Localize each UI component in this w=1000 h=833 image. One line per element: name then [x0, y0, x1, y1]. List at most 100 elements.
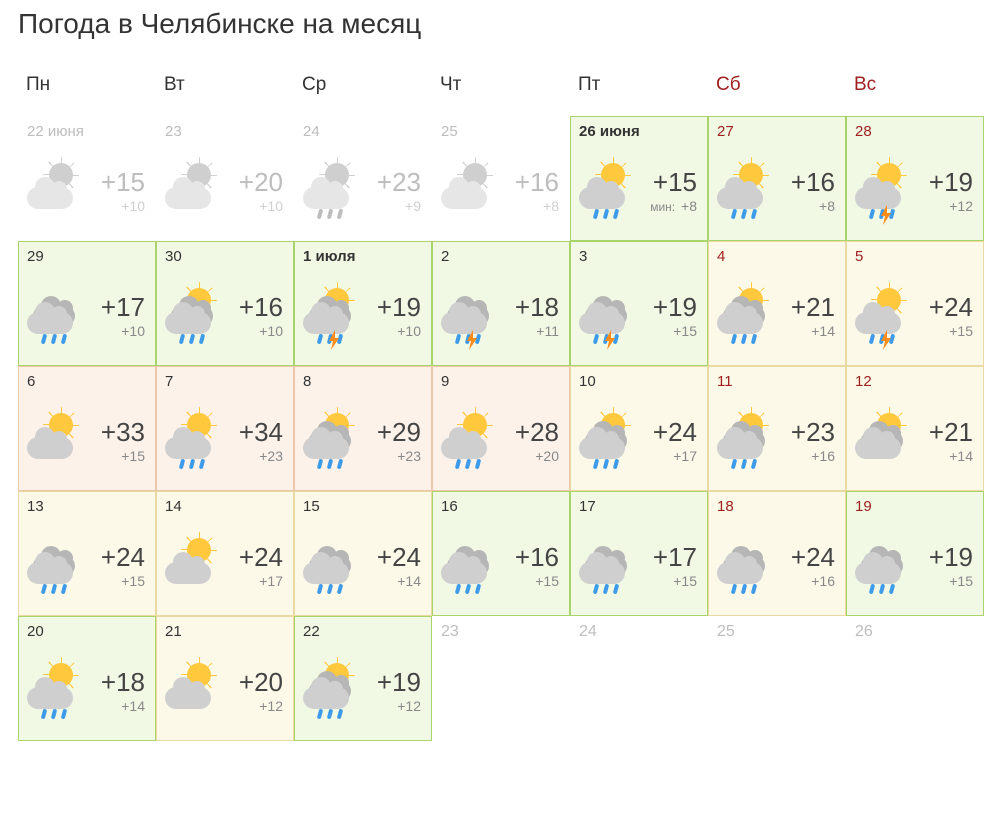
- clouds-rain-icon: [439, 532, 495, 588]
- sun-clouds-icon: [853, 407, 909, 463]
- temps: +16+10: [239, 294, 283, 339]
- day-cell[interactable]: 11+23+16: [708, 366, 846, 491]
- date-label: 21: [165, 623, 285, 640]
- day-cell[interactable]: 12+21+14: [846, 366, 984, 491]
- sun-clouds-rain-icon: [163, 282, 219, 338]
- date-label: 25: [441, 123, 561, 140]
- day-cell[interactable]: 14 +24+17: [156, 491, 294, 616]
- temp-low: +15: [101, 573, 145, 589]
- day-cell[interactable]: 20+18+14: [18, 616, 156, 741]
- sun-cloud-rain-icon: [577, 157, 633, 213]
- temp-low: +12: [239, 698, 283, 714]
- temps: +24+17: [239, 544, 283, 589]
- temp-low: +15: [653, 573, 697, 589]
- temp-low: +15: [929, 323, 973, 339]
- day-cell[interactable]: 29+17+10: [18, 241, 156, 366]
- temps: +20+12: [239, 669, 283, 714]
- date-label: 30: [165, 248, 285, 265]
- date-label: 22 июня: [27, 123, 147, 140]
- temp-high: +29: [377, 419, 421, 446]
- clouds-rain-icon: [715, 532, 771, 588]
- sun-clouds-rain-icon: [301, 657, 357, 713]
- date-label: 15: [303, 498, 423, 515]
- temp-low: +10: [377, 323, 421, 339]
- date-label: 2: [441, 248, 561, 265]
- day-cell[interactable]: 1 июля+19+10: [294, 241, 432, 366]
- day-cell[interactable]: 9+28+20: [432, 366, 570, 491]
- day-cell: 25: [708, 616, 846, 741]
- day-cell[interactable]: 21 +20+12: [156, 616, 294, 741]
- temp-low: +16: [791, 573, 835, 589]
- temps: +23+9: [377, 169, 421, 214]
- sun-clouds-rain-icon: [301, 407, 357, 463]
- date-label: 29: [27, 248, 147, 265]
- temps: +33+15: [101, 419, 145, 464]
- day-cell[interactable]: 8+29+23: [294, 366, 432, 491]
- date-label: 7: [165, 373, 285, 390]
- temps: +23+16: [791, 419, 835, 464]
- day-cell[interactable]: 15+24+14: [294, 491, 432, 616]
- clouds-storm-icon: [439, 282, 495, 338]
- temp-high: +15: [650, 169, 697, 196]
- date-label: 14: [165, 498, 285, 515]
- sun-cloud-icon: [163, 657, 219, 713]
- temp-low: +17: [239, 573, 283, 589]
- day-cell[interactable]: 19+19+15: [846, 491, 984, 616]
- day-cell[interactable]: 5+24+15: [846, 241, 984, 366]
- day-cell[interactable]: 7+34+23: [156, 366, 294, 491]
- temps: +24+15: [929, 294, 973, 339]
- date-label: 22: [303, 623, 423, 640]
- day-header: Вс: [846, 68, 984, 116]
- day-cell[interactable]: 10+24+17: [570, 366, 708, 491]
- temp-high: +23: [791, 419, 835, 446]
- temps: +15мин: +8: [650, 169, 697, 214]
- temp-low: +9: [377, 198, 421, 214]
- day-cell[interactable]: 27+16+8: [708, 116, 846, 241]
- temps: +19+12: [377, 669, 421, 714]
- sun-clouds-rain-icon: [715, 282, 771, 338]
- day-cell[interactable]: 23+20+10: [156, 116, 294, 241]
- sun-cloud-icon: [439, 157, 495, 213]
- day-cell[interactable]: 2+18+11: [432, 241, 570, 366]
- temp-low-prefix: мин:: [650, 200, 675, 214]
- temp-high: +19: [653, 294, 697, 321]
- day-cell: 26: [846, 616, 984, 741]
- temp-low: +14: [791, 323, 835, 339]
- temp-low: +10: [239, 198, 283, 214]
- sun-cloud-rain-icon: [25, 657, 81, 713]
- date-label: 27: [717, 123, 837, 140]
- clouds-rain-icon: [25, 532, 81, 588]
- day-cell[interactable]: 4+21+14: [708, 241, 846, 366]
- temps: +16+15: [515, 544, 559, 589]
- temp-low: +12: [929, 198, 973, 214]
- temp-low: +10: [101, 323, 145, 339]
- day-cell[interactable]: 26 июня+15мин: +8: [570, 116, 708, 241]
- date-label: 23: [165, 123, 285, 140]
- day-cell[interactable]: 6+33+15: [18, 366, 156, 491]
- date-label: 12: [855, 373, 975, 390]
- day-cell[interactable]: 30 +16+10: [156, 241, 294, 366]
- day-cell[interactable]: 22 +19+12: [294, 616, 432, 741]
- day-cell: 23: [432, 616, 570, 741]
- day-header: Пн: [18, 68, 156, 116]
- day-cell[interactable]: 25+16+8: [432, 116, 570, 241]
- day-cell[interactable]: 22 июня+15+10: [18, 116, 156, 241]
- temp-high: +24: [929, 294, 973, 321]
- temp-high: +18: [101, 669, 145, 696]
- date-label: 26 июня: [579, 123, 699, 140]
- temp-low: +15: [929, 573, 973, 589]
- day-cell[interactable]: 18+24+16: [708, 491, 846, 616]
- temp-high: +33: [101, 419, 145, 446]
- temps: +24+15: [101, 544, 145, 589]
- day-cell[interactable]: 28+19+12: [846, 116, 984, 241]
- day-cell[interactable]: 13+24+15: [18, 491, 156, 616]
- day-cell[interactable]: 3+19+15: [570, 241, 708, 366]
- temp-high: +21: [929, 419, 973, 446]
- day-cell[interactable]: 17+17+15: [570, 491, 708, 616]
- temps: +19+15: [929, 544, 973, 589]
- sun-cloud-icon: [25, 157, 81, 213]
- day-cell[interactable]: 16+16+15: [432, 491, 570, 616]
- temp-low: +15: [101, 448, 145, 464]
- temp-low: +8: [791, 198, 835, 214]
- day-cell[interactable]: 24+23+9: [294, 116, 432, 241]
